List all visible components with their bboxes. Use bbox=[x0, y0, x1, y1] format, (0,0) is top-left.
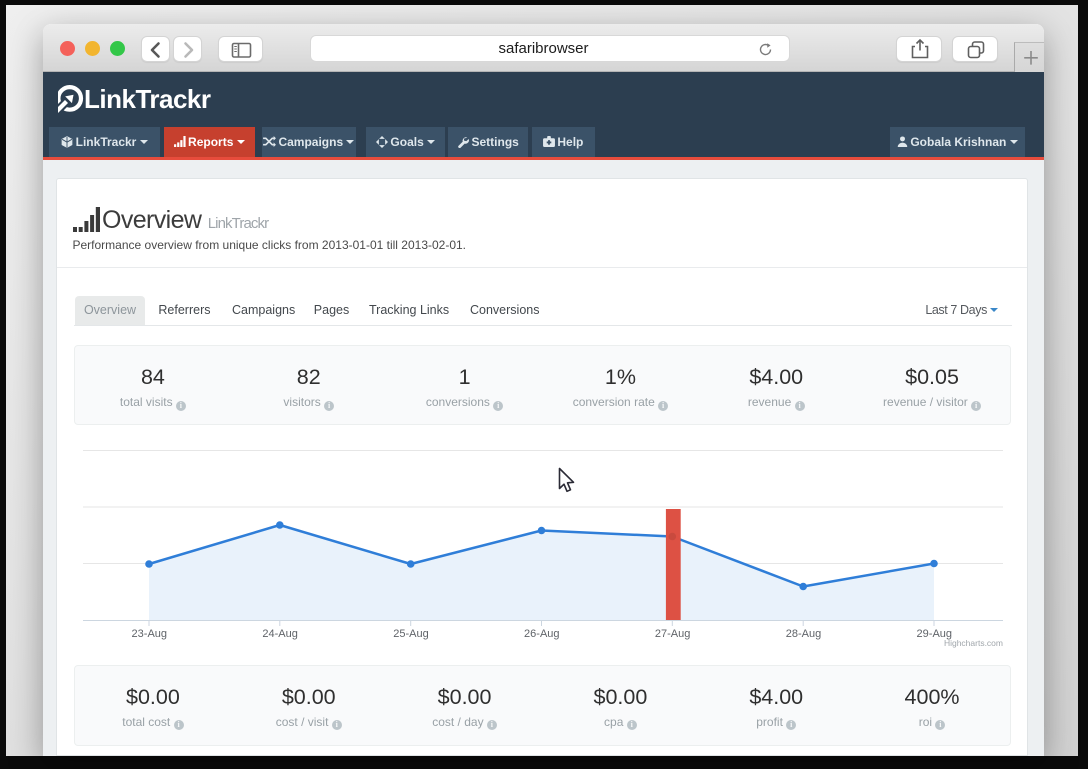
svg-text:29-Aug: 29-Aug bbox=[917, 628, 952, 640]
svg-text:25-Aug: 25-Aug bbox=[393, 628, 428, 640]
svg-text:23-Aug: 23-Aug bbox=[132, 628, 167, 640]
svg-text:26-Aug: 26-Aug bbox=[524, 628, 559, 640]
svg-text:28-Aug: 28-Aug bbox=[786, 628, 821, 640]
svg-text:27-Aug: 27-Aug bbox=[655, 628, 690, 640]
svg-text:Highcharts.com: Highcharts.com bbox=[944, 638, 1003, 648]
svg-text:24-Aug: 24-Aug bbox=[262, 628, 297, 640]
